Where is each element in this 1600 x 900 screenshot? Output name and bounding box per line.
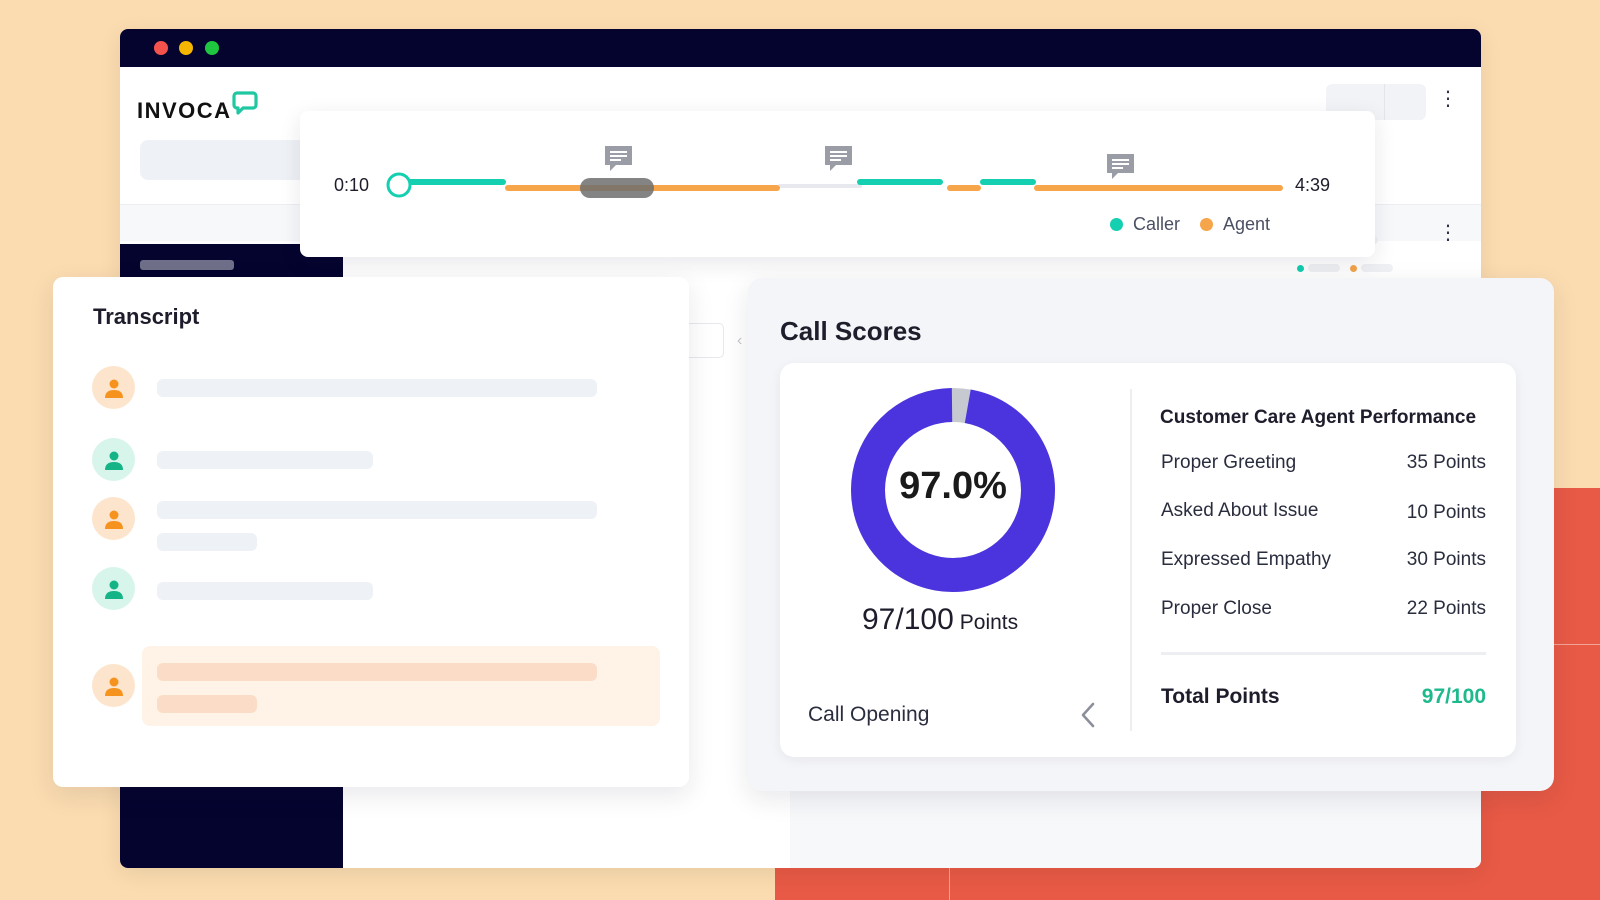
caller-avatar [92,567,135,610]
legend-agent: Agent [1200,214,1270,235]
chat-bubble-logo-icon [231,91,258,115]
timeline-legend: Caller Agent [1110,214,1290,235]
more-options-icon[interactable]: ⋮ [1438,88,1458,110]
timeline-track[interactable] [300,111,1375,257]
window-minimize-button[interactable] [179,41,193,55]
window-close-button[interactable] [154,41,168,55]
transcript-line-placeholder [157,663,597,681]
agent-indicator-dot [1350,265,1357,272]
performance-row-label: Proper Greeting [1161,452,1297,473]
placeholder-bar [1361,264,1393,272]
performance-row-value: 30 Points [1406,549,1486,570]
caller-avatar [92,438,135,481]
transcript-line-placeholder [157,582,373,600]
comment-marker-icon [825,146,852,171]
background-divider [949,860,950,900]
highlighted-transcript-row[interactable] [142,646,660,726]
agent-dot-icon [1200,218,1214,231]
transcript-card: Transcript [53,277,689,787]
brand-logo[interactable]: INVOCA [137,90,258,124]
performance-row-label: Expressed Empathy [1161,549,1332,570]
total-divider [1161,652,1486,655]
background-input[interactable] [688,323,724,358]
score-points-summary: 97/100 Points [862,603,1018,637]
panel-divider [1130,389,1132,731]
performance-title: Customer Care Agent Performance [1160,407,1477,428]
score-points-value: 97/100 [862,603,954,636]
performance-row-value: 22 Points [1406,598,1486,619]
transcript-line-placeholder [157,533,257,551]
score-points-unit: Points [959,611,1019,634]
timeline-start-time: 0:10 [334,175,370,195]
legend-caller: Caller [1110,214,1180,235]
performance-row-label: Proper Close [1161,598,1272,619]
window-titlebar [120,29,1481,67]
total-points-label: Total Points [1161,685,1280,708]
legend-agent-label: Agent [1223,214,1271,234]
caller-indicator-dot [1297,265,1304,272]
dropdown-separator [1384,84,1385,120]
window-maximize-button[interactable] [205,41,219,55]
performance-row-label: Asked About Issue [1161,500,1319,521]
playhead-handle [386,172,412,198]
legend-caller-label: Caller [1133,214,1181,234]
score-percent: 97.0% [899,465,1007,507]
transcript-line-placeholder [157,695,257,713]
person-icon [104,510,123,529]
row-more-options-icon[interactable]: ⋮ [1438,222,1458,244]
transcript-title: Transcript [93,304,200,329]
person-icon [104,580,123,599]
call-scores-title: Call Scores [780,316,922,346]
playhead-selection [580,178,654,198]
comment-marker-icon [605,146,632,171]
agent-avatar [92,366,135,409]
agent-avatar [92,664,135,707]
performance-row-value: 10 Points [1406,502,1486,523]
call-scores-card: Call Scores 97.0% 97/100 Points Call Open… [748,278,1554,791]
chevron-left-icon[interactable] [1079,701,1097,729]
agent-avatar [92,497,135,540]
comment-marker-icon [1107,154,1134,179]
chevron-left-icon: ‹ [737,332,743,349]
score-donut-chart [851,388,1055,592]
timeline-end-time: 4:39 [1295,175,1331,195]
person-icon [104,677,123,696]
call-scores-panel: 97.0% 97/100 Points Call Opening Customer… [780,363,1516,757]
section-label: Call Opening [808,703,930,726]
sidebar-item-placeholder[interactable] [140,260,234,270]
transcript-line-placeholder [157,501,597,519]
call-timeline-card: 0:10 4:39 [300,111,1375,257]
total-points-value: 97/100 [1421,685,1486,708]
transcript-line-placeholder [157,379,597,397]
performance-row-value: 35 Points [1406,452,1486,473]
placeholder-bar [1308,264,1340,272]
person-icon [104,451,123,470]
person-icon [104,379,123,398]
caller-dot-icon [1110,218,1123,231]
transcript-line-placeholder [157,451,373,469]
brand-name: INVOCA [137,98,232,123]
